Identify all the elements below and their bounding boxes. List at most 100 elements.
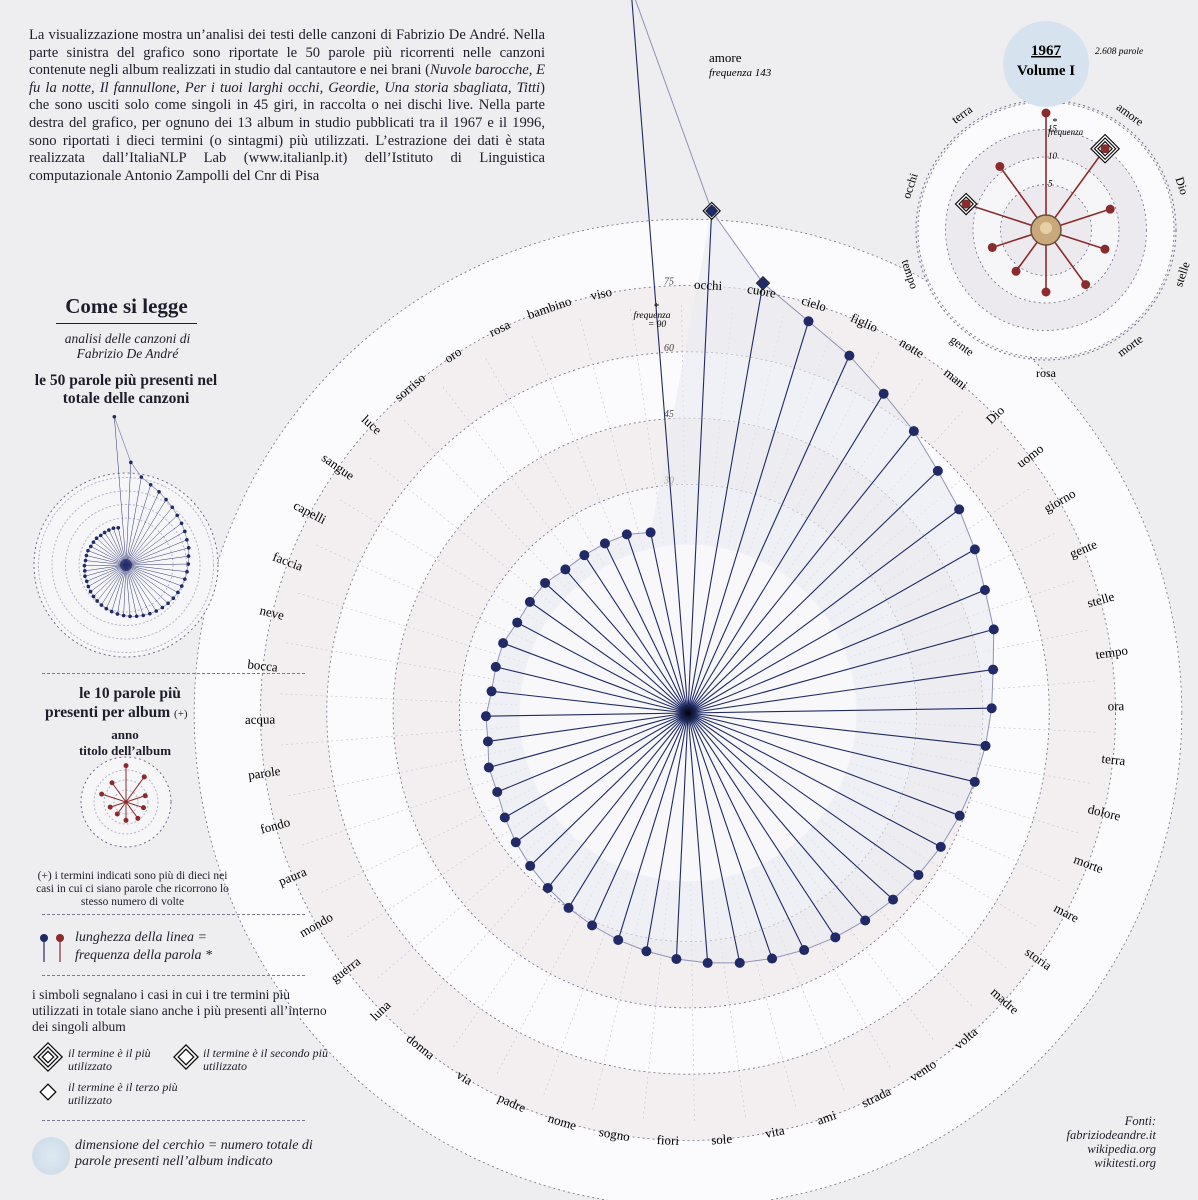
legend-mini-point (99, 603, 104, 607)
legend-album-point (107, 804, 113, 810)
point-dolore (969, 776, 980, 787)
word-label-occhi: occhi (694, 277, 723, 293)
point-rosa (599, 538, 610, 549)
album-point-gente (1011, 266, 1021, 276)
rtick-label: 45 (664, 409, 674, 420)
album-point-occhi (961, 199, 971, 209)
legend-title: Come si legge (65, 294, 188, 318)
legend-mini-point (83, 574, 87, 579)
album-rank-diamond (1097, 140, 1113, 157)
stem-parole (487, 712, 689, 743)
intro-part-1: La visualizzazione mostra un’analisi dei… (29, 27, 545, 79)
album-point-rosa (1041, 287, 1051, 297)
legend-mini-stem (125, 564, 188, 572)
point-bocca (486, 686, 497, 697)
stem-ami (687, 712, 773, 959)
legend-mini-stem (125, 539, 187, 566)
legend-symbol-second (173, 1044, 199, 1070)
point-madre (888, 894, 899, 905)
main-top-note-word: amore (709, 50, 742, 65)
album-point-morte (1081, 280, 1091, 290)
legend-album-point (135, 815, 141, 821)
legend-mini-point (115, 612, 120, 616)
legend-mini-stem (84, 564, 127, 566)
legend-mini-point (148, 483, 153, 487)
word-label-ami: ami (815, 1107, 839, 1128)
point-notte (878, 388, 889, 399)
point-padre (587, 920, 598, 931)
stem-faccia (502, 642, 689, 714)
album-word-occhi: occhi (899, 171, 921, 201)
legend-album-stem (110, 801, 127, 808)
legend-album-stem (125, 795, 146, 803)
legend-mini-stem (125, 555, 189, 566)
point-sogno (641, 946, 652, 957)
legend-mini-point (186, 546, 191, 550)
point-cuore (758, 278, 769, 289)
legend-mini-stem (90, 546, 127, 566)
legend-mini-stem (111, 564, 127, 612)
legend-mini-stem (96, 538, 127, 566)
word-label-stelle: stelle (1085, 589, 1116, 611)
stem-terra (687, 712, 986, 747)
grid-ring (260, 285, 1116, 1141)
legend-mini-point (86, 548, 90, 553)
legend-mini-point (86, 584, 91, 589)
legend-mini-point (83, 569, 87, 573)
stem-bambino (626, 534, 689, 714)
word-label-sole: sole (711, 1131, 733, 1148)
legend-mini-point (179, 584, 184, 588)
legend-top10-text: presenti per album (45, 704, 171, 721)
stem-sorriso (564, 569, 689, 714)
legend-symbol-2-label: il termine è il secondo più utilizzato (203, 1046, 328, 1073)
album-rank-diamond (1093, 137, 1117, 161)
word-label-parole: parole (247, 763, 281, 782)
legend-album-ring (103, 779, 149, 825)
legend-mini-stem (125, 499, 167, 566)
point-volta (860, 915, 871, 926)
legend-mini-point (186, 554, 191, 558)
album-word-stelle: stelle (1171, 260, 1192, 288)
legend-mini-stem (125, 563, 189, 566)
legend-mini-point (176, 590, 180, 595)
legend-separator-2 (42, 914, 305, 915)
point-mare (935, 841, 946, 852)
stem-viso (650, 532, 689, 714)
legend-mini-point (157, 490, 161, 494)
legend-subtitle: analisi delle canzoni di Fabrizio De And… (64, 331, 191, 361)
main-scale-label: frequenza (633, 310, 670, 321)
stem-acqua (485, 712, 689, 717)
sources-block: Fonti: fabriziodeandre.it wikipedia.org … (1067, 1114, 1156, 1170)
stem-vita (687, 712, 741, 963)
legend-album-ring (93, 769, 159, 835)
stem-notte (687, 393, 885, 714)
intro-part-2: ) che sono usciti solo come singoli in 4… (29, 79, 545, 184)
legend-mini-stem (96, 564, 127, 602)
legend-title-underline (56, 323, 197, 324)
legend-mini-stem (100, 535, 127, 566)
legend-mini-point (183, 577, 187, 581)
point-figlio (844, 350, 855, 361)
legend-mini-stem (125, 564, 182, 587)
stem-via (568, 712, 689, 909)
legend-symbol-1-label: il termine è il più utilizzato (68, 1046, 151, 1073)
word-label-vita: vita (764, 1122, 786, 1141)
stem-fondo (488, 712, 689, 769)
point-acqua (480, 711, 491, 722)
word-label-sogno: sogno (598, 1124, 631, 1144)
stem-mani (687, 430, 915, 714)
legend-mini-point (141, 613, 146, 618)
word-label-cielo: cielo (800, 293, 829, 315)
legend-mini-point (104, 606, 109, 611)
stem-amore (631, 0, 689, 714)
album-title: Volume I (1017, 63, 1075, 79)
legend-symbol-first (32, 1041, 64, 1073)
legend-mini-stem (101, 564, 127, 606)
stem-rosa (604, 543, 689, 714)
album-year: 1967 (1031, 43, 1062, 59)
point-tempo (988, 664, 999, 675)
point-strada (799, 945, 810, 956)
legend-lollipop-red-dot (56, 934, 64, 942)
hub (674, 699, 702, 727)
